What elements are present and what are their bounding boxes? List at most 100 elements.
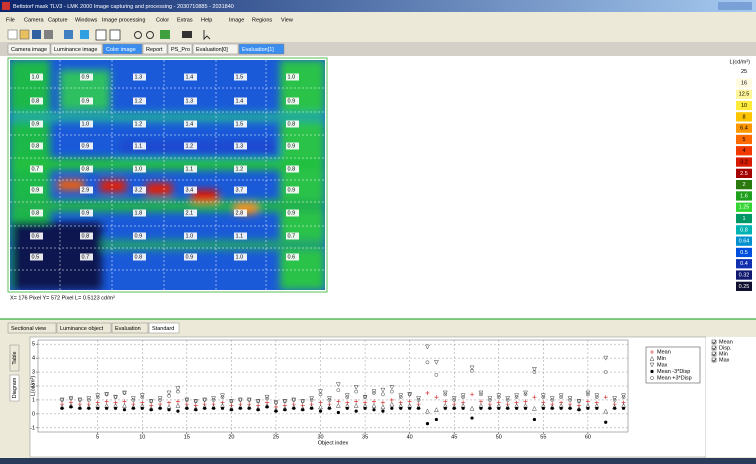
icon-view-2[interactable] — [109, 29, 121, 41]
checkbox-label[interactable]: Mean — [719, 339, 733, 345]
menu-item[interactable]: View — [281, 17, 293, 23]
tab[interactable] — [7, 43, 51, 55]
tab[interactable] — [142, 43, 168, 55]
icon-open[interactable] — [19, 29, 30, 40]
marker-plus — [470, 392, 475, 397]
legend-label: Min — [657, 356, 666, 362]
icon-print[interactable] — [44, 30, 53, 39]
icon-save[interactable] — [32, 30, 41, 39]
marker-triangle-down — [104, 392, 110, 397]
checkbox-label[interactable]: Min — [719, 351, 728, 357]
icon-view-1[interactable] — [95, 29, 107, 41]
side-tab[interactable] — [9, 374, 20, 402]
tab-label[interactable]: Evaluation[0] — [196, 47, 228, 53]
marker-triangle-down — [273, 400, 279, 406]
legend-label: Mean -3*Disp — [657, 369, 690, 375]
side-tab-label[interactable]: Diagram — [12, 377, 18, 398]
y-tick-label: 4 — [32, 356, 35, 362]
scale-swatch — [736, 100, 752, 111]
window-controls[interactable] — [718, 2, 752, 10]
checkbox[interactable] — [711, 357, 717, 363]
tab-label[interactable]: Report — [146, 47, 163, 53]
cell-label: 0.9 — [82, 98, 90, 104]
tab-label[interactable]: Evaluation[1] — [242, 47, 274, 53]
checkbox-label[interactable]: Disp. — [719, 345, 732, 351]
icon-pointer[interactable] — [203, 30, 211, 41]
tab-label[interactable]: Luminance image — [54, 47, 97, 53]
menu-item[interactable]: Help — [201, 17, 212, 23]
side-tab[interactable] — [9, 344, 20, 372]
cell-label: 1.5 — [236, 74, 244, 80]
menu-item[interactable]: Capture — [48, 17, 68, 23]
tab-label[interactable]: PS_Pro — [171, 47, 190, 53]
icon-window[interactable] — [80, 30, 89, 39]
marker-circle — [202, 398, 207, 402]
tab[interactable] — [192, 43, 239, 55]
marker-triangle-up — [433, 407, 439, 412]
cell-label: 0.9 — [32, 121, 40, 127]
icon-camera[interactable] — [64, 30, 73, 39]
icon-display[interactable] — [182, 31, 192, 38]
marker-triangle-up — [371, 402, 377, 408]
status-line: X= 176 Pixel Y= 572 Pixel L= 0.5123 cd/m… — [10, 295, 115, 301]
bottom-tab-label[interactable]: Sectional view — [11, 326, 46, 332]
tab-label[interactable]: Camera image — [11, 47, 47, 53]
icon-zoom-in[interactable] — [134, 31, 142, 39]
cell-label-box — [286, 73, 299, 81]
scale-swatch — [736, 281, 752, 291]
icon-zoom-out[interactable] — [146, 31, 154, 39]
scale-label: 3.2 — [740, 160, 748, 166]
checkbox[interactable] — [711, 345, 717, 351]
check — [712, 340, 717, 344]
cell-label: 0.9 — [288, 143, 296, 149]
tab[interactable] — [238, 43, 285, 55]
menu-item[interactable]: File — [6, 17, 15, 23]
menu-item[interactable]: Windows — [75, 17, 98, 23]
cell-label: 0.7 — [32, 166, 40, 172]
menu-item[interactable]: Regions — [252, 17, 272, 23]
tab[interactable] — [167, 43, 193, 55]
scale-label: 25 — [741, 69, 747, 75]
cell-label: 1.1 — [186, 166, 194, 172]
tab[interactable] — [102, 43, 143, 55]
bottom-tab[interactable] — [56, 322, 112, 334]
bottom-tab-label[interactable]: Evaluation — [115, 326, 141, 332]
bottom-tab[interactable] — [111, 322, 149, 334]
scale-label: 0.25 — [739, 284, 750, 290]
cell-label: 0.6 — [288, 254, 296, 260]
menu-item[interactable]: Extras — [177, 17, 193, 23]
marker-circle — [193, 399, 198, 404]
cell-label: 3.2 — [135, 187, 143, 193]
marker-dot — [399, 406, 403, 410]
marker-circle — [300, 399, 305, 404]
tab-label[interactable]: Color image — [106, 47, 136, 53]
scale-label: 2 — [742, 182, 745, 188]
checkbox[interactable] — [711, 351, 717, 357]
menu-item[interactable]: Image processing — [102, 17, 145, 23]
cell-label: 1.0 — [82, 121, 90, 127]
menu-item[interactable]: Image — [229, 17, 244, 23]
marker-dot — [541, 406, 545, 410]
bottom-tab-label[interactable]: Luminance object — [60, 326, 104, 332]
side-tab-label[interactable]: Table — [12, 351, 18, 364]
menu-item[interactable]: Color — [156, 17, 169, 23]
marker-plus — [389, 397, 394, 402]
marker-circle — [184, 398, 189, 402]
checkbox[interactable] — [711, 339, 717, 345]
icon-color[interactable] — [160, 30, 170, 39]
tab[interactable] — [50, 43, 103, 55]
checkbox-label[interactable]: Max — [719, 357, 730, 363]
menu-item[interactable]: Camera — [24, 17, 45, 23]
marker-circle — [550, 398, 555, 402]
marker-circle — [443, 392, 448, 397]
marker-dot — [621, 406, 626, 410]
bottom-tab[interactable] — [148, 322, 180, 334]
marker-dot — [220, 406, 225, 410]
icon-new[interactable] — [7, 29, 18, 40]
cell-label: 1.0 — [236, 254, 244, 260]
cell-label-box — [234, 142, 247, 150]
scale-swatch — [736, 236, 752, 246]
window-title: Bettstorf mask TLV3 - LMK 2000 Image cap… — [13, 4, 234, 10]
bottom-tab-label[interactable]: Standard — [152, 326, 174, 332]
bottom-tab[interactable] — [7, 322, 57, 334]
